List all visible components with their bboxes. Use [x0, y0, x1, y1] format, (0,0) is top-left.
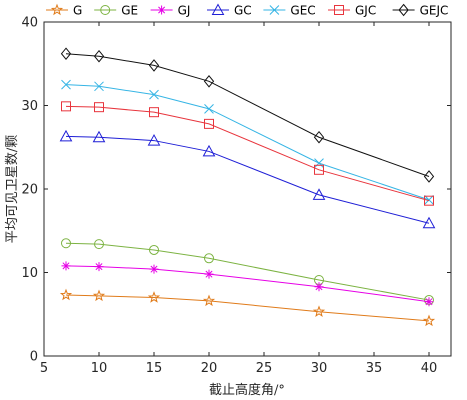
- data-point-GJ-0: [61, 261, 71, 271]
- data-point-GJC-1: [94, 102, 104, 113]
- legend-marker-GC: [211, 3, 225, 15]
- series-line-GEC: [65, 84, 430, 201]
- data-point-G-1: [92, 289, 106, 302]
- data-point-GJ-4: [314, 282, 324, 292]
- x-tick-label: 20: [201, 361, 218, 376]
- data-point-GC-5: [422, 216, 436, 229]
- plot-area: [44, 22, 451, 356]
- data-point-GC-4: [312, 188, 326, 200]
- series-line-GEJC: [65, 53, 430, 177]
- x-tick-label: 5: [40, 361, 48, 376]
- legend-marker-GE: [100, 5, 111, 15]
- data-point-GC-3: [202, 144, 216, 157]
- series-GC: [59, 129, 436, 229]
- data-point-GEC-4: [314, 158, 324, 168]
- legend-label: GE: [121, 4, 138, 18]
- legend-label: GJC: [355, 4, 376, 18]
- legend-item-GJ: GJ: [150, 4, 191, 18]
- data-point-G-4: [312, 305, 326, 317]
- data-point-GEJC-5: [423, 170, 435, 183]
- data-point-G-0: [59, 288, 73, 301]
- data-point-GEC-2: [149, 89, 159, 100]
- data-point-G-5: [422, 314, 436, 327]
- x-tick-label: 35: [366, 361, 383, 376]
- y-tick-label: 40: [21, 16, 38, 31]
- data-point-GJ-3: [204, 269, 214, 279]
- x-tick-label: 25: [256, 361, 273, 376]
- legend-marker-GEJC: [398, 3, 409, 17]
- legend-marker-G: [50, 3, 64, 16]
- data-point-GE-1: [94, 239, 104, 250]
- data-point-GEJC-1: [93, 49, 105, 63]
- legend-marker-GEC: [269, 5, 280, 15]
- legend-label: G: [73, 4, 82, 18]
- data-point-GJ-2: [149, 264, 159, 274]
- data-point-GEJC-2: [148, 59, 160, 72]
- data-point-GEC-0: [61, 79, 71, 90]
- data-point-GJ-5: [424, 297, 434, 307]
- series-line-GJC: [65, 105, 430, 202]
- legend-item-GEC: GEC: [263, 4, 316, 18]
- legend-label: GJ: [178, 4, 191, 18]
- x-tick-label: 10: [91, 361, 108, 376]
- data-point-G-3: [202, 294, 216, 307]
- y-tick-label: 30: [21, 99, 38, 114]
- data-point-GJC-4: [314, 164, 324, 175]
- data-point-GJC-2: [149, 107, 159, 118]
- legend-label: GEJC: [420, 4, 449, 18]
- legend-item-GJC: GJC: [328, 4, 376, 18]
- series-line-GE: [65, 242, 430, 301]
- series-line-GC: [65, 135, 430, 224]
- data-point-GEJC-4: [313, 130, 325, 144]
- data-point-GJC-5: [424, 195, 434, 206]
- axes: 5 10 15 20 25 30 35 40 0 10 20 30 40: [21, 16, 452, 376]
- x-tick-label: 40: [421, 361, 438, 376]
- legend-item-G: G: [46, 4, 82, 18]
- data-point-GEC-3: [204, 103, 214, 114]
- legend-label: GC: [234, 4, 252, 18]
- legend-item-GE: GE: [94, 4, 138, 18]
- data-point-GE-3: [204, 253, 214, 264]
- data-point-GJ-1: [94, 262, 104, 272]
- x-axis-label: 截止高度角/°: [209, 382, 285, 398]
- series-GJ: [61, 261, 434, 307]
- data-point-GEJC-3: [203, 74, 215, 88]
- data-point-GEC-5: [424, 195, 434, 205]
- legend-marker-GJ: [157, 5, 167, 15]
- series-G: [59, 288, 436, 327]
- series-GJC: [61, 101, 434, 206]
- series-line-G: [65, 294, 430, 322]
- legend-item-GC: GC: [207, 3, 252, 18]
- x-tick-label: 30: [311, 361, 328, 376]
- legend-marker-GJC: [334, 5, 344, 15]
- data-point-GEJC-0: [60, 47, 72, 61]
- data-point-GC-2: [147, 134, 161, 146]
- series-line-GJ: [65, 265, 430, 303]
- data-point-GEC-1: [94, 81, 104, 92]
- y-tick-label: 0: [30, 350, 38, 365]
- series-GEC: [61, 79, 434, 205]
- legend-label: GEC: [290, 4, 315, 18]
- data-point-GE-0: [61, 238, 71, 249]
- data-point-GJC-3: [204, 118, 214, 129]
- legend-item-GEJC: GEJC: [392, 3, 449, 18]
- data-point-GE-2: [149, 244, 159, 255]
- data-point-GJC-0: [61, 101, 71, 112]
- data-point-GC-1: [92, 130, 106, 143]
- y-tick-label: 10: [21, 266, 38, 281]
- y-tick-label: 20: [21, 183, 38, 198]
- series-GEJC: [60, 47, 435, 183]
- legend: G GE GJ GC GEC GJC GEJC: [46, 3, 449, 18]
- x-tick-label: 15: [146, 361, 163, 376]
- series-group: [59, 47, 436, 327]
- data-point-G-2: [147, 291, 161, 303]
- y-axis-label: 平均可见卫星数/颗: [5, 135, 20, 243]
- data-point-GC-0: [59, 129, 73, 142]
